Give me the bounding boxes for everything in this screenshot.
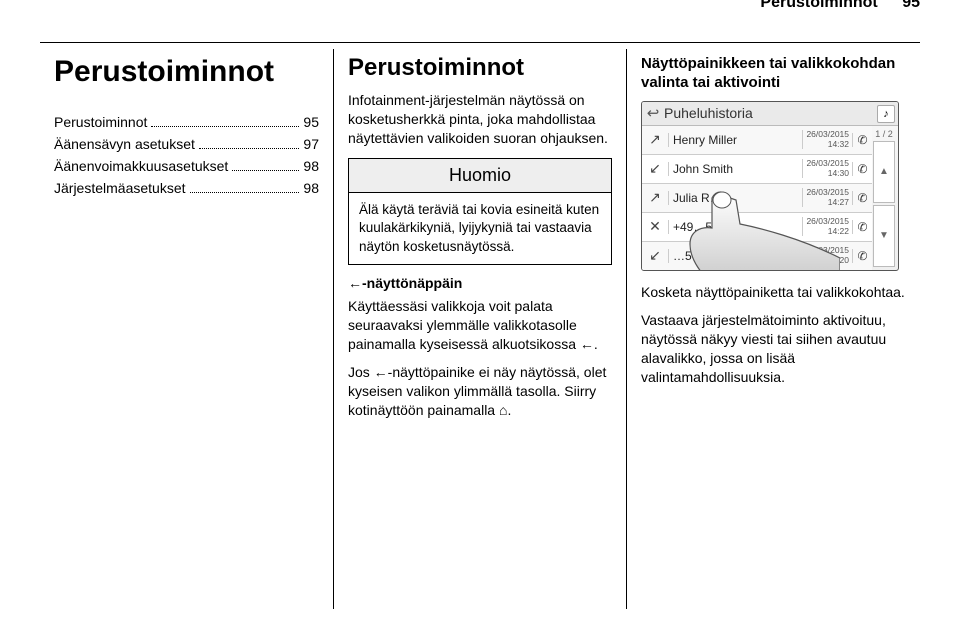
column-3: Näyttöpainikkeen tai valikkokohdan valin… [626, 49, 919, 609]
call-datetime: 26/03/2015 14:20 [802, 246, 852, 265]
toc-label: Perustoiminnot [54, 114, 147, 130]
phone-icon: ✆ [852, 220, 872, 234]
running-head: Perustoiminnot 95 [760, 0, 920, 12]
call-direction-icon: ↗ [642, 189, 668, 206]
pager-down-icon: ▼ [873, 205, 895, 267]
touchscreen-screenshot: ↩ Puheluhistoria ♪ 1 / 2 ▲ ▼ ↗ Henry Mil… [641, 101, 899, 271]
toc-label: Äänenvoimakkuusasetukset [54, 158, 228, 174]
list-item: ↙ John Smith 26/03/2015 14:30 ✆ [642, 155, 872, 184]
subheading: ←-näyttönäppäin [348, 275, 612, 291]
notice-box: Huomio Älä käytä teräviä tai kovia esine… [348, 158, 612, 265]
toc-page: 98 [303, 158, 319, 174]
notice-body: Älä käytä teräviä tai kovia esineitä kut… [349, 193, 611, 264]
toc-row: Järjestelmäasetukset 98 [54, 180, 319, 196]
phone-icon: ✆ [852, 162, 872, 176]
contact-name: Henry Miller [668, 133, 802, 147]
toc-label: Äänensävyn asetukset [54, 136, 195, 152]
toc-page: 98 [303, 180, 319, 196]
toc-leader [190, 182, 300, 193]
call-datetime: 26/03/2015 14:22 [802, 217, 852, 236]
toc-label: Järjestelmäasetukset [54, 180, 186, 196]
call-datetime: 26/03/2015 14:27 [802, 188, 852, 207]
screenshot-title: Puheluhistoria [664, 105, 753, 121]
paragraph: Vastaava järjestelmätoiminto aktivoituu,… [641, 311, 905, 387]
top-rule [40, 42, 920, 43]
screenshot-header: ↩ Puheluhistoria ♪ [642, 102, 898, 126]
column-1: Perustoiminnot Perustoiminnot 95 Äänensä… [40, 49, 333, 609]
paragraph: Kosketa näyttöpainiketta tai valikkokoht… [641, 283, 905, 302]
toc-row: Äänensävyn asetukset 97 [54, 136, 319, 152]
pager-up-icon: ▲ [873, 141, 895, 203]
phone-icon: ✆ [852, 133, 872, 147]
contact-name: +49…56789 [668, 220, 802, 234]
list-item: ↙ …567891 26/03/2015 14:20 ✆ [642, 242, 872, 271]
manual-page: Perustoiminnot 95 Perustoiminnot Perusto… [0, 0, 960, 642]
call-datetime: 26/03/2015 14:30 [802, 159, 852, 178]
column-2: Perustoiminnot Infotainment-järjestelmän… [333, 49, 626, 609]
phone-icon: ✆ [852, 249, 872, 263]
back-icon: ↩ [642, 104, 664, 122]
phone-icon: ✆ [852, 191, 872, 205]
running-head-page-number: 95 [902, 0, 920, 11]
music-icon: ♪ [877, 105, 895, 123]
columns: Perustoiminnot Perustoiminnot 95 Äänensä… [40, 49, 920, 609]
toc-row: Äänenvoimakkuusasetukset 98 [54, 158, 319, 174]
contact-name: …567891 [668, 249, 802, 263]
list-item: ✕ +49…56789 26/03/2015 14:22 ✆ [642, 213, 872, 242]
running-head-title: Perustoiminnot [760, 0, 877, 11]
paragraph: Käyttäessäsi valikkoja voit palata seura… [348, 297, 612, 354]
call-datetime: 26/03/2015 14:32 [802, 130, 852, 149]
toc-leader [199, 138, 300, 149]
paragraph: Infotainment-järjestelmän näytössä on ko… [348, 91, 612, 148]
call-direction-icon: ↙ [642, 247, 668, 264]
contact-name: Julia R…ff [668, 191, 802, 205]
screenshot-pager: 1 / 2 ▲ ▼ [873, 128, 895, 268]
list-item: ↗ Julia R…ff 26/03/2015 14:27 ✆ [642, 184, 872, 213]
toc-row: Perustoiminnot 95 [54, 114, 319, 130]
subheading: Näyttöpainikkeen tai valikkokohdan valin… [641, 55, 905, 93]
call-direction-icon: ↗ [642, 131, 668, 148]
pager-count: 1 / 2 [873, 128, 895, 140]
toc-leader [232, 160, 299, 171]
section-heading: Perustoiminnot [348, 55, 612, 81]
toc-page: 95 [303, 114, 319, 130]
call-direction-icon: ↙ [642, 160, 668, 177]
contact-name: John Smith [668, 162, 802, 176]
paragraph: Jos ←-näyttöpainike ei näy näytössä, ole… [348, 363, 612, 420]
notice-title: Huomio [349, 159, 611, 193]
call-history-list: ↗ Henry Miller 26/03/2015 14:32 ✆ ↙ John… [642, 126, 872, 270]
list-item: ↗ Henry Miller 26/03/2015 14:32 ✆ [642, 126, 872, 155]
section-heading: Perustoiminnot [54, 55, 319, 88]
toc-leader [151, 116, 299, 127]
call-direction-icon: ✕ [642, 218, 668, 235]
toc-page: 97 [303, 136, 319, 152]
